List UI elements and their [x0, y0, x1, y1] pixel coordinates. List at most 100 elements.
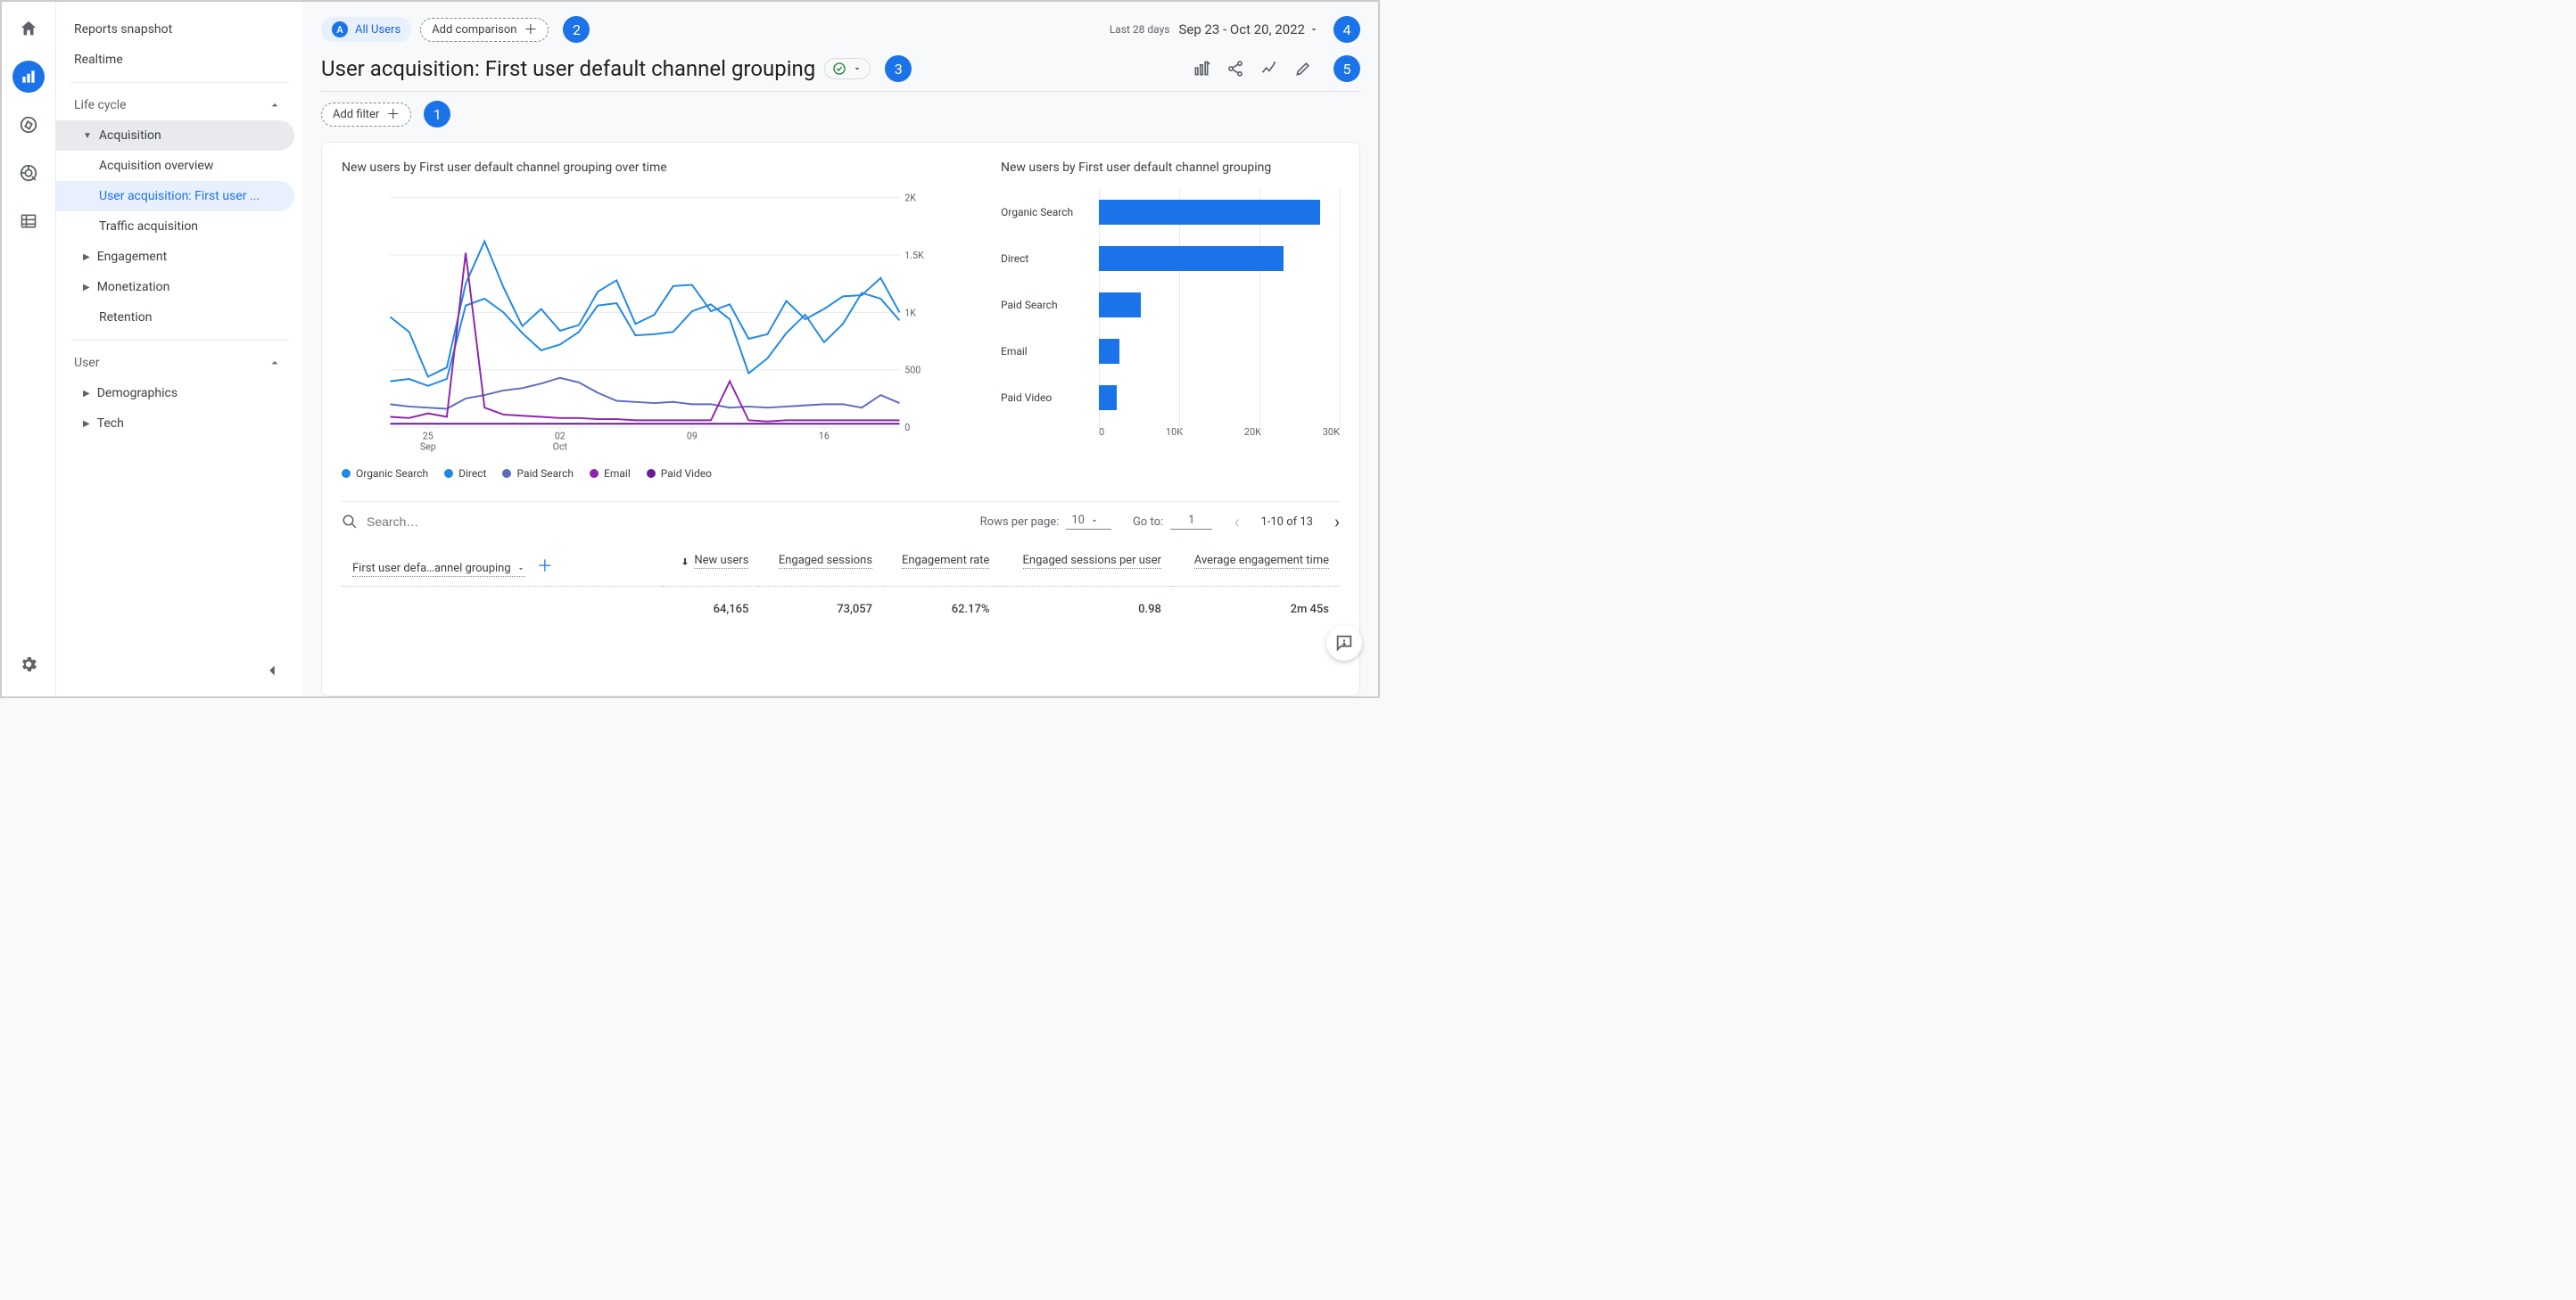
advertising-icon[interactable]: [12, 157, 45, 189]
sidebar-item-engagement[interactable]: ▶ Engagement: [56, 242, 294, 272]
home-icon[interactable]: [12, 12, 45, 45]
plus-icon: ＋: [524, 23, 537, 37]
bar-x-axis: 010K20K30K: [1001, 426, 1340, 438]
bar-chart-title: New users by First user default channel …: [1001, 160, 1340, 175]
legend-item[interactable]: Email: [590, 467, 631, 480]
go-to-control[interactable]: Go to: 1: [1133, 514, 1213, 530]
callout-1: 1: [424, 101, 450, 128]
segment-all-users-pill[interactable]: A All Users: [321, 17, 411, 42]
add-comparison-label: Add comparison: [432, 23, 516, 37]
total-avg-engagement-time: 2m 45s: [1172, 587, 1340, 624]
total-new-users: 64,165: [663, 587, 759, 624]
line-chart: 05001K1.5K2K25Sep02Oct0916: [342, 189, 974, 457]
search-input[interactable]: [367, 514, 959, 529]
reports-icon[interactable]: [12, 61, 45, 93]
bar-label: Paid Video: [1001, 391, 1090, 404]
title-actions: 5: [1193, 55, 1360, 82]
add-comparison-button[interactable]: Add comparison ＋: [420, 18, 549, 42]
chevron-down-icon: [1090, 516, 1099, 525]
sidebar-item-user-acquisition[interactable]: User acquisition: First user ...: [56, 181, 294, 211]
add-filter-button[interactable]: Add filter ＋: [321, 103, 411, 127]
rows-per-page-control[interactable]: Rows per page: 10: [980, 514, 1111, 530]
legend-item[interactable]: Direct: [444, 467, 486, 480]
bar-track: [1099, 385, 1340, 410]
table-search[interactable]: [342, 514, 959, 530]
col-engaged-per-user[interactable]: Engaged sessions per user: [1000, 545, 1172, 587]
share-icon[interactable]: [1226, 60, 1244, 78]
segment-label: All Users: [355, 23, 400, 37]
col-engaged-sessions[interactable]: Engaged sessions: [759, 545, 883, 587]
date-range-value: Sep 23 - Oct 20, 2022: [1178, 21, 1319, 37]
sidebar-section-label: Life cycle: [74, 98, 127, 112]
legend-item[interactable]: Organic Search: [342, 467, 428, 480]
svg-text:Sep: Sep: [420, 440, 436, 452]
next-page-button[interactable]: ›: [1334, 511, 1340, 532]
prev-page-button[interactable]: ‹: [1234, 511, 1239, 532]
configure-icon[interactable]: [12, 205, 45, 237]
caret-right-icon: ▶: [83, 389, 90, 399]
svg-text:1.5K: 1.5K: [904, 250, 924, 261]
callout-4: 4: [1333, 16, 1360, 43]
svg-text:1K: 1K: [904, 307, 916, 318]
callout-2: 2: [563, 16, 590, 43]
sidebar-item-acquisition[interactable]: ▼ Acquisition: [56, 120, 294, 151]
sidebar-item-demographics[interactable]: ▶ Demographics: [56, 378, 294, 408]
sidebar-section-life-cycle[interactable]: Life cycle: [56, 90, 303, 120]
status-indicator[interactable]: [824, 58, 871, 79]
feedback-button[interactable]: [1326, 625, 1362, 661]
filter-row: Add filter ＋ 1: [321, 91, 1360, 128]
line-chart-panel: New users by First user default channel …: [342, 160, 974, 501]
rows-per-page-value[interactable]: 10: [1066, 514, 1111, 530]
caret-right-icon: ▶: [83, 419, 90, 429]
sidebar-item-monetization[interactable]: ▶ Monetization: [56, 272, 294, 302]
table-controls: Rows per page: 10 Go to: 1 ‹ 1-10 of 13 …: [342, 501, 1340, 545]
chevron-up-icon: [268, 356, 285, 370]
svg-text:0: 0: [904, 422, 910, 433]
sidebar-item-tech[interactable]: ▶ Tech: [56, 408, 294, 439]
insights-icon[interactable]: [1260, 60, 1278, 78]
callout-3: 3: [885, 55, 912, 82]
chart-legend: Organic Search Direct Paid Search Email Paid…: [342, 467, 974, 480]
divider: [70, 340, 289, 341]
col-engagement-rate[interactable]: Engagement rate: [883, 545, 1000, 587]
col-new-users[interactable]: New users: [663, 545, 759, 587]
sidebar-item-traffic-acquisition[interactable]: Traffic acquisition: [56, 211, 294, 242]
sidebar-item-realtime[interactable]: Realtime: [56, 45, 303, 75]
bar-label: Paid Search: [1001, 299, 1090, 311]
go-to-value[interactable]: 1: [1170, 514, 1212, 530]
settings-icon[interactable]: [12, 648, 45, 680]
add-dimension-button[interactable]: ＋: [537, 557, 553, 576]
caret-down-icon: ▼: [83, 131, 92, 141]
edit-icon[interactable]: [1294, 60, 1312, 78]
search-icon: [342, 514, 358, 530]
bar-track: [1099, 246, 1340, 271]
sidebar-item-label: Engagement: [97, 250, 167, 264]
sidebar: Reports snapshot Realtime Life cycle ▼ A…: [55, 2, 303, 696]
customize-report-icon[interactable]: [1193, 60, 1210, 78]
caret-right-icon: ▶: [83, 252, 90, 262]
explore-icon[interactable]: [12, 109, 45, 141]
main-content: A All Users Add comparison ＋ 2 Last 28 d…: [303, 2, 1378, 696]
sidebar-item-retention[interactable]: Retention: [56, 302, 294, 333]
bar-label: Email: [1001, 345, 1090, 358]
date-range-picker[interactable]: Last 28 days Sep 23 - Oct 20, 2022 4: [1110, 16, 1360, 43]
legend-item[interactable]: Paid Search: [502, 467, 574, 480]
rows-per-page-label: Rows per page:: [980, 515, 1060, 529]
total-engagement-rate: 62.17%: [883, 587, 1000, 624]
bar-label: Organic Search: [1001, 206, 1090, 218]
chevron-down-icon: [516, 564, 525, 573]
chevron-down-icon: [1309, 24, 1319, 35]
sidebar-item-acquisition-overview[interactable]: Acquisition overview: [56, 151, 294, 181]
total-engaged-sessions: 73,057: [759, 587, 883, 624]
date-range-label: Last 28 days: [1110, 23, 1170, 36]
bar-row: Paid Video: [1001, 374, 1340, 421]
collapse-sidebar-button[interactable]: [262, 661, 282, 680]
plus-icon: ＋: [386, 108, 400, 121]
sidebar-section-user[interactable]: User: [56, 348, 303, 378]
bar-track: [1099, 200, 1340, 225]
col-avg-engagement-time[interactable]: Average engagement time: [1172, 545, 1340, 587]
legend-item[interactable]: Paid Video: [647, 467, 712, 480]
svg-text:Oct: Oct: [553, 440, 568, 452]
primary-dimension-header[interactable]: First user defa…annel grouping ＋: [342, 545, 663, 587]
sidebar-item-reports-snapshot[interactable]: Reports snapshot: [56, 14, 303, 45]
